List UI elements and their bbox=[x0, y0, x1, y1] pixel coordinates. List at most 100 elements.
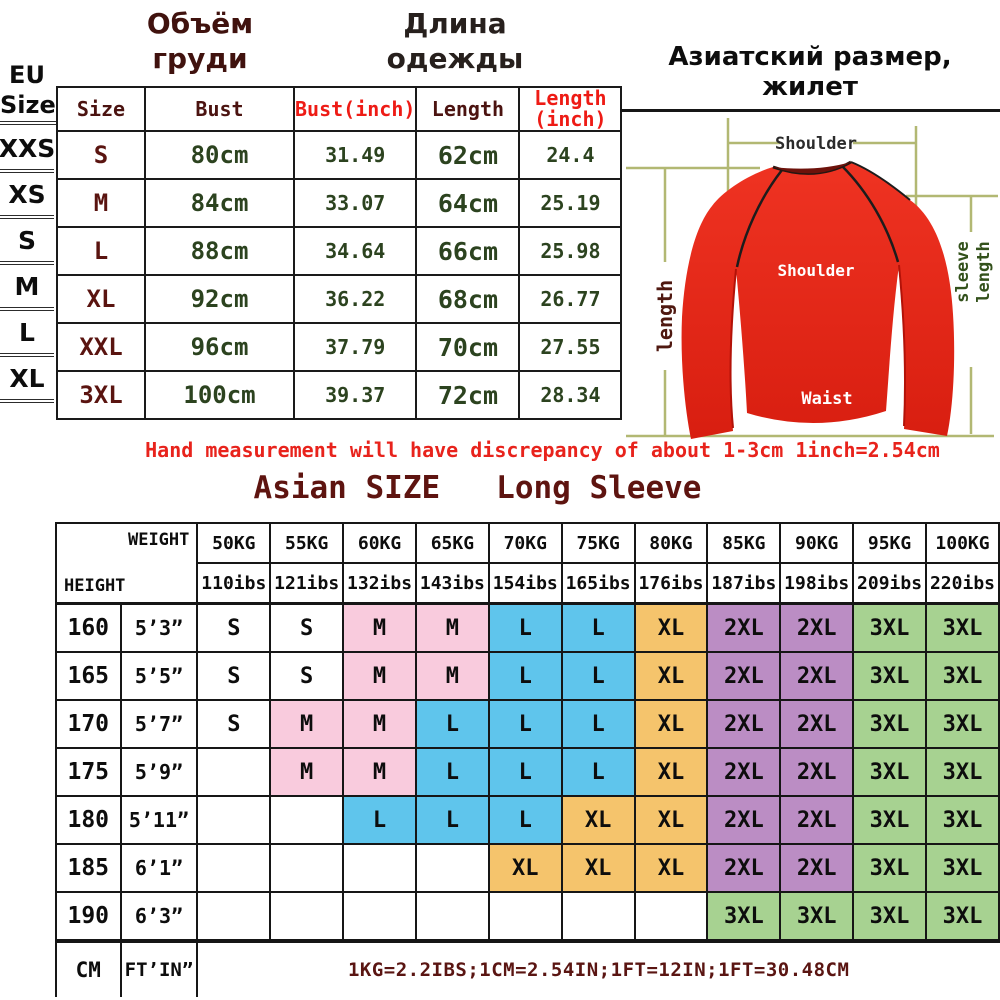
matrix-row: 165 5’5” S S M M L L XL 2XL 2XL 3XL 3XL bbox=[55, 651, 1000, 701]
recommended-size-cell: L bbox=[560, 651, 636, 701]
measurement-cell: M bbox=[56, 178, 146, 228]
recommended-size-cell bbox=[269, 891, 345, 942]
recommended-size-cell bbox=[487, 891, 563, 942]
weight-kg-header: 65KG bbox=[414, 522, 490, 564]
measurement-cell: 80cm bbox=[144, 130, 295, 180]
recommended-size-cell: L bbox=[414, 699, 490, 749]
recommended-size-cell: L bbox=[342, 795, 417, 845]
cm-unit-label: CM bbox=[55, 939, 122, 997]
recommended-size-cell bbox=[196, 747, 272, 797]
height-cm-cell: 190 bbox=[55, 891, 122, 942]
recommended-size-cell: 2XL bbox=[706, 795, 782, 845]
measurement-cell: 3XL bbox=[56, 370, 146, 420]
measurement-row: M 84cm 33.07 64cm 25.19 bbox=[56, 178, 623, 228]
recommended-size-cell bbox=[560, 891, 636, 942]
measurement-cell: 24.4 bbox=[518, 130, 623, 180]
height-ftin-cell: 6’1” bbox=[119, 843, 199, 893]
weight-lbs-header: 209ibs bbox=[852, 562, 927, 605]
recommended-size-cell: L bbox=[560, 602, 636, 653]
recommended-size-cell bbox=[414, 891, 490, 942]
recommended-size-cell: 2XL bbox=[706, 651, 782, 701]
weight-kg-header: 95KG bbox=[852, 522, 927, 564]
recommended-size-cell: M bbox=[414, 651, 490, 701]
ftin-unit-label: FT’IN” bbox=[119, 939, 199, 997]
recommended-size-cell: S bbox=[196, 699, 272, 749]
height-ftin-cell: 5’9” bbox=[119, 747, 199, 797]
recommended-size-cell: XL bbox=[633, 747, 709, 797]
measurement-column-header: Bust bbox=[144, 86, 295, 132]
recommended-size-cell: 2XL bbox=[706, 747, 782, 797]
recommended-size-cell: L bbox=[487, 795, 563, 845]
eu-size-header-line2: Size bbox=[0, 90, 56, 125]
height-corner-label: HEIGHT bbox=[64, 576, 126, 596]
recommended-size-cell: 3XL bbox=[852, 747, 927, 797]
recommended-size-cell bbox=[269, 843, 345, 893]
recommended-size-cell: L bbox=[487, 699, 563, 749]
weight-lbs-header: 110ibs bbox=[196, 562, 272, 605]
eu-size-label: M bbox=[0, 265, 54, 311]
recommended-size-cell: 2XL bbox=[779, 602, 855, 653]
recommended-size-cell: L bbox=[414, 747, 490, 797]
matrix-row: 170 5’7” S M M L L L XL 2XL 2XL 3XL 3XL bbox=[55, 699, 1000, 749]
measurement-cell: XXL bbox=[56, 322, 146, 372]
measurement-row: XXL 96cm 37.79 70cm 27.55 bbox=[56, 322, 623, 372]
recommended-size-cell: 2XL bbox=[779, 699, 855, 749]
sleeve-length-label-1: sleeve bbox=[953, 241, 973, 302]
recommended-size-cell: 2XL bbox=[779, 747, 855, 797]
eu-size-label: S bbox=[0, 219, 54, 265]
matrix-kg-header-row: WEIGHT HEIGHT 50KG 55KG 60KG 65KG 70KG 75KG 80KG… bbox=[54, 522, 1000, 605]
unit-conversion-text: 1KG=2.2IBS;1CM=2.54IN;1FT=12IN;1FT=30.48… bbox=[196, 939, 999, 997]
recommended-size-cell: 3XL bbox=[924, 843, 1000, 893]
recommended-size-cell: S bbox=[196, 651, 272, 701]
measurement-cell: 68cm bbox=[415, 274, 521, 324]
recommended-size-cell: 2XL bbox=[706, 843, 782, 893]
measurement-row: S 80cm 31.49 62cm 24.4 bbox=[56, 130, 623, 180]
measurement-cell: 34.64 bbox=[292, 226, 418, 276]
recommended-size-cell: 3XL bbox=[924, 891, 1000, 942]
recommended-size-cell: 3XL bbox=[924, 651, 1000, 701]
shirt-illustration: Shoulder Shoulder Waist length sleeve le… bbox=[626, 118, 998, 439]
matrix-row: 175 5’9” M M L L L XL 2XL 2XL 3XL 3XL bbox=[55, 747, 1000, 797]
matrix-row: 180 5’11” L L L XL XL 2XL 2XL 3XL 3XL bbox=[55, 795, 1000, 845]
weight-lbs-header: 154ibs bbox=[487, 562, 563, 605]
height-ftin-cell: 5’7” bbox=[119, 699, 199, 749]
recommended-size-cell: 3XL bbox=[779, 891, 855, 942]
height-cm-cell: 175 bbox=[55, 747, 122, 797]
weight-lbs-header: 187ibs bbox=[706, 562, 782, 605]
eu-size-label: L bbox=[0, 311, 54, 357]
measurement-cell: 33.07 bbox=[292, 178, 418, 228]
eu-size-label: XL bbox=[0, 357, 54, 403]
measurement-column-header: Length (inch) bbox=[518, 86, 623, 132]
matrix-row: 160 5’3” S S M M L L XL 2XL 2XL 3XL 3XL bbox=[55, 602, 1000, 653]
measurement-cell: 39.37 bbox=[292, 370, 418, 420]
recommended-size-cell: M bbox=[414, 602, 490, 653]
measurement-cell: XL bbox=[56, 274, 146, 324]
recommended-size-cell: XL bbox=[560, 795, 636, 845]
measurement-table-body: S 80cm 31.49 62cm 24.4 M 84cm 33.07 64cm 25.19 L 88… bbox=[56, 130, 623, 420]
recommended-size-cell bbox=[414, 843, 490, 893]
weight-height-corner-cell: WEIGHT HEIGHT bbox=[54, 522, 199, 605]
recommended-size-cell: 2XL bbox=[779, 795, 855, 845]
recommended-size-cell: 3XL bbox=[852, 843, 927, 893]
height-cm-cell: 160 bbox=[55, 602, 122, 653]
measurement-cell: 96cm bbox=[144, 322, 295, 372]
recommended-size-cell: 2XL bbox=[779, 651, 855, 701]
recommended-size-cell: L bbox=[487, 651, 563, 701]
measurement-cell: 26.77 bbox=[518, 274, 623, 324]
measurement-cell: 25.19 bbox=[518, 178, 623, 228]
recommended-size-cell: L bbox=[560, 747, 636, 797]
measurement-cell: 36.22 bbox=[292, 274, 418, 324]
matrix-head: WEIGHT HEIGHT 50KG 55KG 60KG 65KG 70KG 75KG 80KG… bbox=[54, 522, 1000, 605]
measurement-cell: 88cm bbox=[144, 226, 295, 276]
weight-kg-header: 55KG bbox=[269, 522, 345, 564]
recommended-size-cell: M bbox=[342, 747, 417, 797]
height-ftin-cell: 6’3” bbox=[119, 891, 199, 942]
asian-size-long-sleeve-title: Asian SIZE Long Sleeve bbox=[253, 470, 702, 506]
recommended-size-cell: M bbox=[342, 602, 417, 653]
measurement-cell: 25.98 bbox=[518, 226, 623, 276]
weight-lbs-header: 165ibs bbox=[560, 562, 636, 605]
measurement-table-head: Size Bust Bust(inch) Length Length (inch) bbox=[56, 86, 623, 132]
height-ftin-cell: 5’3” bbox=[119, 602, 199, 653]
recommended-size-cell: 3XL bbox=[706, 891, 782, 942]
weight-lbs-header: 132ibs bbox=[342, 562, 417, 605]
